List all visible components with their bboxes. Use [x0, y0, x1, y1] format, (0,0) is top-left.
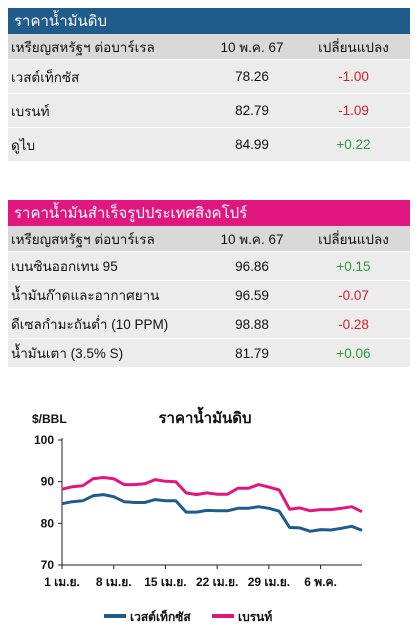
y-tick-label: 80	[41, 516, 55, 530]
change-value: -1.00	[338, 69, 369, 84]
change-value: +0.06	[336, 345, 371, 361]
legend-label: เบรนท์	[238, 610, 272, 624]
product-name: น้ำมันก๊าดและอากาศยาน	[11, 288, 160, 303]
price-value: 84.99	[235, 137, 269, 152]
table-row: น้ำมันก๊าดและอากาศยาน 96.59 -0.07	[8, 281, 410, 310]
x-tick-label: 29 เม.ย.	[248, 575, 290, 589]
product-name: เบรนท์	[11, 103, 50, 119]
unit-header: เหรียญสหรัฐฯ ต่อบาร์เรล	[11, 39, 155, 55]
refined-oil-header-row: เหรียญสหรัฐฯ ต่อบาร์เรล 10 พ.ค. 67 เปลี่…	[8, 226, 410, 252]
crude-oil-table: ราคาน้ำมันดิบ เหรียญสหรัฐฯ ต่อบาร์เรล 10…	[8, 8, 410, 162]
table-row: เวสต์เท็กซัส 78.26 -1.00	[8, 60, 410, 94]
y-tick-label: 100	[34, 433, 54, 447]
crude-oil-header-row: เหรียญสหรัฐฯ ต่อบาร์เรล 10 พ.ค. 67 เปลี่…	[8, 34, 410, 60]
refined-oil-title: ราคาน้ำมันสำเร็จรูปประเทศสิงคโปร์	[8, 200, 410, 226]
price-value: 78.26	[235, 69, 269, 84]
price-value: 96.59	[235, 287, 269, 303]
crude-oil-title: ราคาน้ำมันดิบ	[8, 8, 410, 34]
y-tick-label: 90	[41, 475, 55, 489]
table-row: เบรนท์ 82.79 -1.09	[8, 94, 410, 128]
product-name: เวสต์เท็กซัส	[11, 69, 80, 85]
x-tick-label: 6 พ.ค.	[304, 575, 337, 589]
change-value: +0.22	[336, 137, 371, 152]
change-header: เปลี่ยนแปลง	[318, 39, 389, 55]
legend-label: เวสต์เท็กซัส	[130, 609, 191, 624]
product-name: เบนซินออกเทน 95	[11, 259, 118, 274]
crude-oil-price-chart: ราคาน้ำมันดิบ $/BBL 70 80 90 100 1 เม.ย. 8 เม…	[32, 406, 363, 624]
unit-header: เหรียญสหรัฐฯ ต่อบาร์เรล	[11, 231, 155, 247]
y-tick-label: 70	[41, 558, 55, 572]
product-name: ดีเซลกำมะถันต่ำ (10 PPM)	[11, 317, 169, 332]
date-header: 10 พ.ค. 67	[220, 231, 284, 247]
change-value: -0.07	[338, 287, 369, 303]
product-name: ดูไบ	[11, 137, 36, 153]
price-value: 82.79	[235, 103, 269, 118]
date-header: 10 พ.ค. 67	[220, 39, 284, 55]
x-tick-label: 22 เม.ย.	[196, 575, 238, 589]
x-tick-label: 8 เม.ย.	[96, 575, 132, 589]
table-row: เบนซินออกเทน 95 96.86 +0.15	[8, 252, 410, 281]
refined-oil-table: ราคาน้ำมันสำเร็จรูปประเทศสิงคโปร์ เหรียญ…	[8, 200, 410, 368]
change-value: -1.09	[338, 103, 369, 118]
price-value: 98.88	[235, 316, 269, 332]
table-row: น้ำมันเตา (3.5% S) 81.79 +0.06	[8, 339, 410, 368]
table-row: ดูไบ 84.99 +0.22	[8, 128, 410, 162]
price-value: 81.79	[235, 345, 269, 361]
change-header: เปลี่ยนแปลง	[318, 231, 389, 247]
series-line-brent	[61, 476, 363, 514]
x-tick-label: 1 เม.ย.	[44, 575, 80, 589]
chart-title: ราคาน้ำมันดิบ	[158, 406, 251, 427]
product-name: น้ำมันเตา (3.5% S)	[11, 346, 124, 361]
table-row: ดีเซลกำมะถันต่ำ (10 PPM) 98.88 -0.28	[8, 310, 410, 339]
change-value: -0.28	[338, 316, 369, 332]
change-value: +0.15	[336, 258, 371, 274]
plot-area: 70 80 90 100 1 เม.ย. 8 เม.ย. 15 เม.ย. 22 เม.ย. 2…	[34, 433, 363, 624]
y-axis-unit-label: $/BBL	[32, 412, 67, 426]
x-tick-label: 15 เม.ย.	[144, 575, 186, 589]
price-value: 96.86	[235, 258, 269, 274]
series-line-wti	[61, 493, 363, 533]
